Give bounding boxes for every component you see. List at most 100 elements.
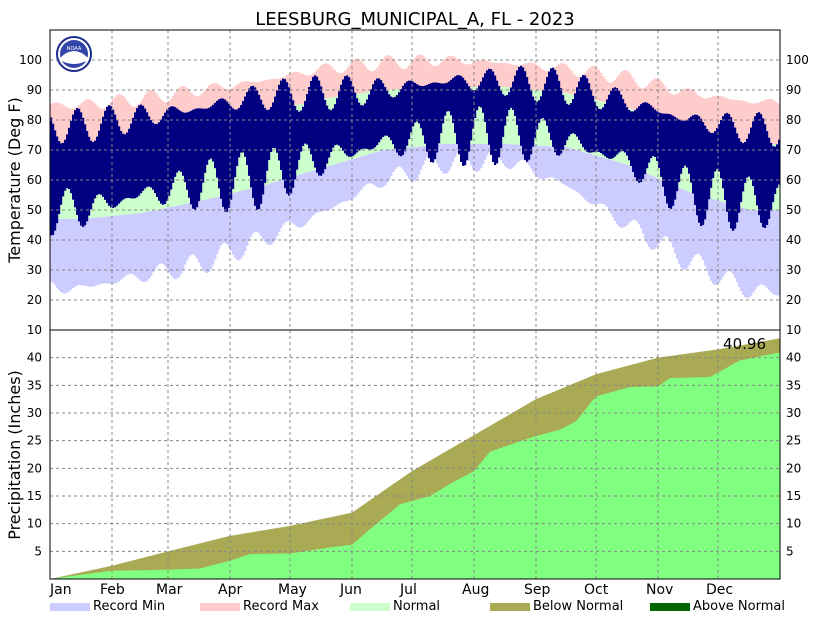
observed-temperature-bar — [238, 107, 241, 158]
record-min-bar — [594, 155, 597, 205]
observed-temperature-bar — [460, 75, 463, 162]
observed-temperature-bar — [58, 141, 61, 215]
record-max-bar — [414, 57, 417, 89]
record-max-bar — [474, 61, 477, 87]
record-min-bar — [606, 158, 609, 208]
record-min-bar — [618, 162, 621, 227]
observed-temperature-bar — [550, 68, 553, 141]
record-max-bar — [600, 72, 603, 102]
record-min-bar — [266, 184, 269, 245]
record-min-bar — [502, 144, 505, 164]
record-max-bar — [498, 62, 501, 87]
record-max-bar — [62, 104, 65, 150]
record-min-bar — [692, 193, 695, 258]
record-min-bar — [536, 145, 539, 177]
observed-temperature-bar — [66, 134, 69, 189]
observed-temperature-bar — [584, 75, 587, 150]
record-max-bar — [680, 91, 683, 127]
observed-temperature-bar — [496, 80, 499, 164]
observed-temperature-bar — [706, 128, 709, 211]
record-min-bar — [152, 210, 155, 273]
record-min-bar — [448, 144, 451, 171]
observed-temperature-bar — [740, 141, 743, 203]
record-min-bar — [128, 214, 131, 274]
record-max-bar — [506, 63, 509, 88]
observed-temperature-bar — [504, 95, 507, 126]
record-max-bar — [692, 90, 695, 130]
month-tick-label: Oct — [584, 582, 609, 598]
record-max-bar — [560, 63, 563, 93]
observed-temperature-bar — [106, 106, 109, 204]
month-tick-label: May — [278, 582, 307, 598]
record-min-bar — [320, 168, 323, 212]
record-max-bar — [408, 65, 411, 89]
observed-temperature-bar — [120, 130, 123, 202]
record-min-bar — [344, 161, 347, 202]
observed-temperature-bar — [688, 118, 691, 174]
record-min-bar — [408, 147, 411, 179]
record-max-bar — [362, 63, 365, 93]
record-max-bar — [568, 67, 571, 94]
record-min-bar — [130, 214, 133, 274]
observed-temperature-bar — [138, 105, 141, 196]
record-min-bar — [240, 190, 243, 259]
observed-temperature-bar — [394, 96, 397, 149]
record-min-bar — [376, 151, 379, 187]
record-max-bar — [772, 100, 775, 144]
observed-temperature-bar — [720, 119, 723, 179]
observed-temperature-bar — [598, 108, 601, 152]
observed-temperature-bar — [396, 94, 399, 153]
observed-temperature-bar — [70, 120, 73, 194]
record-max-bar — [638, 87, 641, 112]
record-max-bar — [630, 75, 633, 110]
observed-temperature-bar — [378, 78, 381, 143]
record-max-bar — [636, 84, 639, 112]
record-min-bar — [326, 166, 329, 211]
record-max-bar — [334, 70, 337, 98]
record-min-bar — [64, 219, 67, 294]
observed-temperature-bar — [74, 110, 77, 208]
record-min-bar — [238, 191, 241, 261]
record-min-bar — [740, 207, 743, 292]
record-max-bar — [320, 65, 323, 100]
record-min-bar — [762, 210, 765, 285]
record-min-bar — [236, 191, 239, 260]
observed-temperature-bar — [622, 99, 625, 152]
record-min-bar — [636, 168, 639, 222]
record-min-bar — [324, 167, 327, 211]
observed-temperature-bar — [518, 67, 521, 136]
observed-temperature-bar — [614, 87, 617, 157]
record-max-bar — [182, 85, 185, 133]
observed-temperature-bar — [154, 124, 157, 194]
record-max-bar — [470, 63, 473, 87]
record-min-bar — [518, 144, 521, 162]
record-min-bar — [192, 202, 195, 255]
observed-temperature-bar — [434, 82, 437, 160]
record-min-bar — [384, 149, 387, 186]
observed-temperature-bar — [338, 91, 341, 146]
record-min-bar — [632, 167, 635, 220]
observed-temperature-bar — [702, 122, 705, 225]
record-min-bar — [690, 192, 693, 262]
record-min-bar — [694, 193, 697, 255]
record-max-bar — [542, 69, 545, 91]
normal-range-bar — [446, 87, 449, 144]
observed-temperature-bar — [736, 133, 739, 223]
observed-temperature-bar — [626, 107, 629, 156]
observed-temperature-bar — [640, 104, 643, 183]
record-min-bar — [296, 175, 299, 227]
record-max-bar — [544, 70, 547, 91]
record-max-bar — [380, 61, 383, 91]
observed-temperature-bar — [316, 76, 319, 173]
observed-temperature-bar — [472, 90, 475, 129]
observed-temperature-bar — [638, 106, 641, 183]
record-min-bar — [338, 162, 341, 204]
observed-temperature-bar — [50, 117, 53, 236]
record-min-bar — [322, 167, 325, 212]
observed-temperature-bar — [152, 122, 155, 190]
record-min-bar — [722, 202, 725, 277]
observed-temperature-bar — [588, 83, 591, 153]
record-min-bar — [364, 155, 367, 186]
observed-temperature-bar — [778, 139, 781, 185]
observed-temperature-bar — [224, 99, 227, 212]
